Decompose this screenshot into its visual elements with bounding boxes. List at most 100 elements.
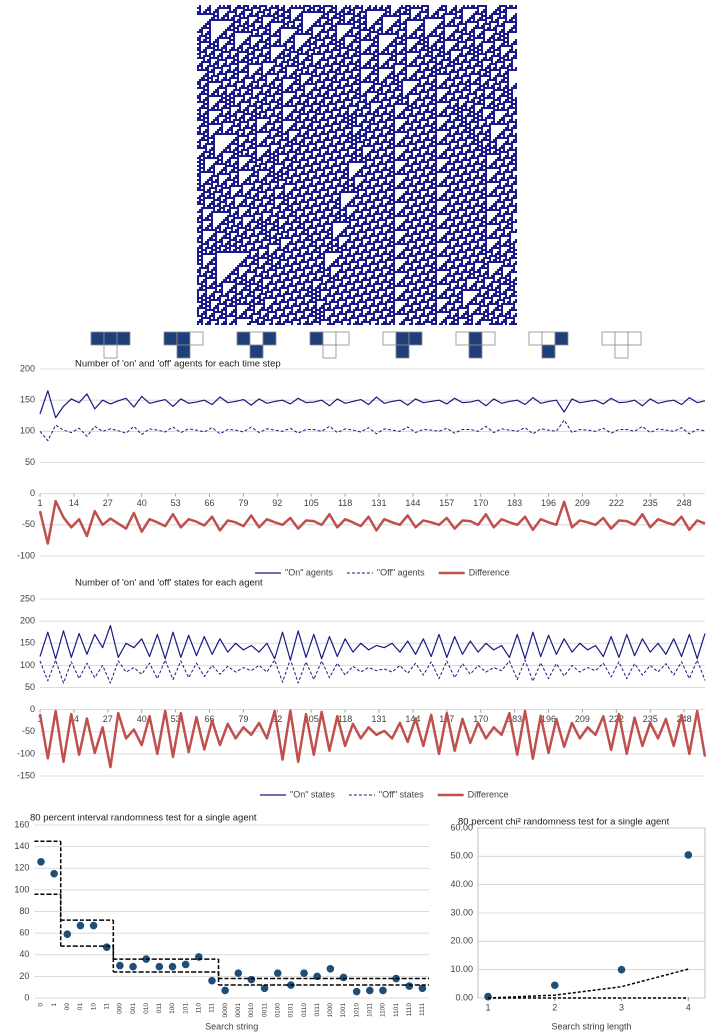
rule-icons — [90, 331, 642, 359]
x-tick-label: 196 — [541, 714, 556, 724]
x-tick-label: 27 — [103, 714, 113, 724]
x-axis-label: Search string — [205, 1021, 258, 1031]
icon-cell — [90, 331, 105, 346]
x-tick-label: 0001 — [235, 1003, 242, 1018]
data-point — [247, 975, 256, 984]
series-line — [38, 499, 706, 545]
data-point — [37, 857, 45, 866]
x-tick-label: 10 — [90, 1003, 97, 1011]
icon-cell — [554, 331, 569, 346]
data-point — [418, 984, 427, 993]
data-point — [684, 851, 693, 859]
x-tick-label: 157 — [439, 498, 454, 508]
x-tick-label: 1110 — [406, 1003, 413, 1017]
x-tick-label: 235 — [643, 714, 658, 724]
x-tick-label: 2 — [552, 1002, 557, 1012]
y-tick-label: 60 — [19, 928, 29, 938]
data-point — [50, 869, 58, 878]
x-tick-label: 248 — [677, 498, 692, 508]
x-tick-label: 1 — [51, 1003, 58, 1007]
x-tick-label: 144 — [405, 714, 420, 724]
y-tick-label: -50 — [22, 726, 35, 736]
data-point — [76, 921, 85, 930]
x-tick-label: 3 — [619, 1002, 624, 1012]
icon-cell — [455, 331, 470, 346]
x-tick-label: 222 — [609, 714, 624, 724]
x-tick-label: 010 — [143, 1003, 150, 1014]
x-tick-label: 131 — [372, 714, 387, 724]
y-tick-label: 80 — [19, 906, 29, 916]
y-tick-label: 140 — [14, 841, 29, 851]
x-tick-label: 53 — [171, 714, 181, 724]
x-tick-label: 4 — [686, 1002, 691, 1012]
y-tick-label: 100 — [14, 884, 29, 894]
icon-cell — [395, 344, 410, 359]
data-point — [221, 986, 229, 995]
data-point — [300, 969, 308, 977]
x-tick-label: 248 — [677, 714, 692, 724]
icon-cell — [176, 331, 191, 346]
y-tick-label: 0.00 — [455, 992, 473, 1002]
y-tick-label: 100 — [20, 660, 35, 670]
data-point — [63, 930, 72, 939]
y-tick-label: 0 — [30, 704, 35, 714]
x-tick-label: 183 — [507, 498, 522, 508]
data-point — [89, 921, 98, 930]
automaton-image — [197, 5, 517, 325]
x-tick-label: 110 — [196, 1003, 203, 1014]
x-tick-label: 92 — [272, 498, 282, 508]
chart-title: 80 percent interval randomness test for … — [30, 813, 257, 824]
icon-cell — [322, 331, 337, 346]
series-line — [38, 709, 707, 769]
data-point — [116, 961, 124, 970]
data-point — [234, 969, 243, 977]
icon-cell — [249, 344, 264, 359]
x-tick-label: 118 — [338, 498, 352, 508]
icon-cell — [116, 331, 131, 346]
x-tick-label: 183 — [507, 714, 522, 724]
y-tick-label: 50.00 — [450, 851, 473, 861]
icon-cell — [103, 344, 118, 359]
x-tick-label: 1101 — [393, 1003, 400, 1017]
y-tick-label: 20 — [19, 971, 29, 981]
x-tick-label: 170 — [473, 498, 488, 508]
x-tick-label: 235 — [643, 498, 658, 508]
y-tick-label: -100 — [17, 550, 35, 560]
x-tick-label: 000 — [117, 1003, 124, 1014]
x-tick-label: 131 — [372, 498, 387, 508]
x-tick-label: 27 — [103, 498, 113, 508]
chart-title: 80 percent chi² randomness test for a si… — [458, 817, 670, 828]
x-tick-label: 1 — [486, 1002, 491, 1012]
x-tick-label: 101 — [182, 1003, 189, 1014]
y-tick-label: 160 — [14, 819, 29, 829]
series-line — [39, 390, 706, 419]
y-tick-label: -150 — [17, 770, 35, 780]
icon-cell — [249, 331, 264, 346]
data-point — [379, 986, 387, 995]
data-point — [129, 962, 137, 971]
y-tick-label: 250 — [20, 593, 35, 603]
legend-label: "On" states — [290, 789, 335, 799]
icon-cell — [614, 331, 629, 346]
x-tick-label: 1010 — [353, 1003, 360, 1018]
x-tick-label: 79 — [238, 714, 248, 724]
x-tick-label: 100 — [169, 1003, 176, 1014]
data-point — [260, 984, 269, 993]
x-tick-label: 01 — [77, 1003, 84, 1011]
data-point — [208, 976, 216, 985]
x-tick-label: 0101 — [288, 1003, 295, 1018]
icon-cell — [468, 331, 483, 346]
y-tick-label: 120 — [14, 863, 29, 873]
y-tick-label: 10.00 — [450, 964, 473, 974]
data-point — [102, 943, 111, 951]
icon-cell — [395, 331, 410, 346]
x-tick-label: 1 — [37, 498, 42, 508]
x-tick-label: 105 — [304, 714, 319, 724]
data-point — [617, 965, 626, 974]
y-tick-label: 200 — [20, 616, 35, 626]
data-point — [484, 992, 492, 1001]
y-tick-label: 50 — [25, 682, 35, 692]
data-point — [326, 965, 335, 973]
y-tick-label: 20.00 — [450, 936, 473, 946]
icon-cell — [541, 344, 556, 359]
